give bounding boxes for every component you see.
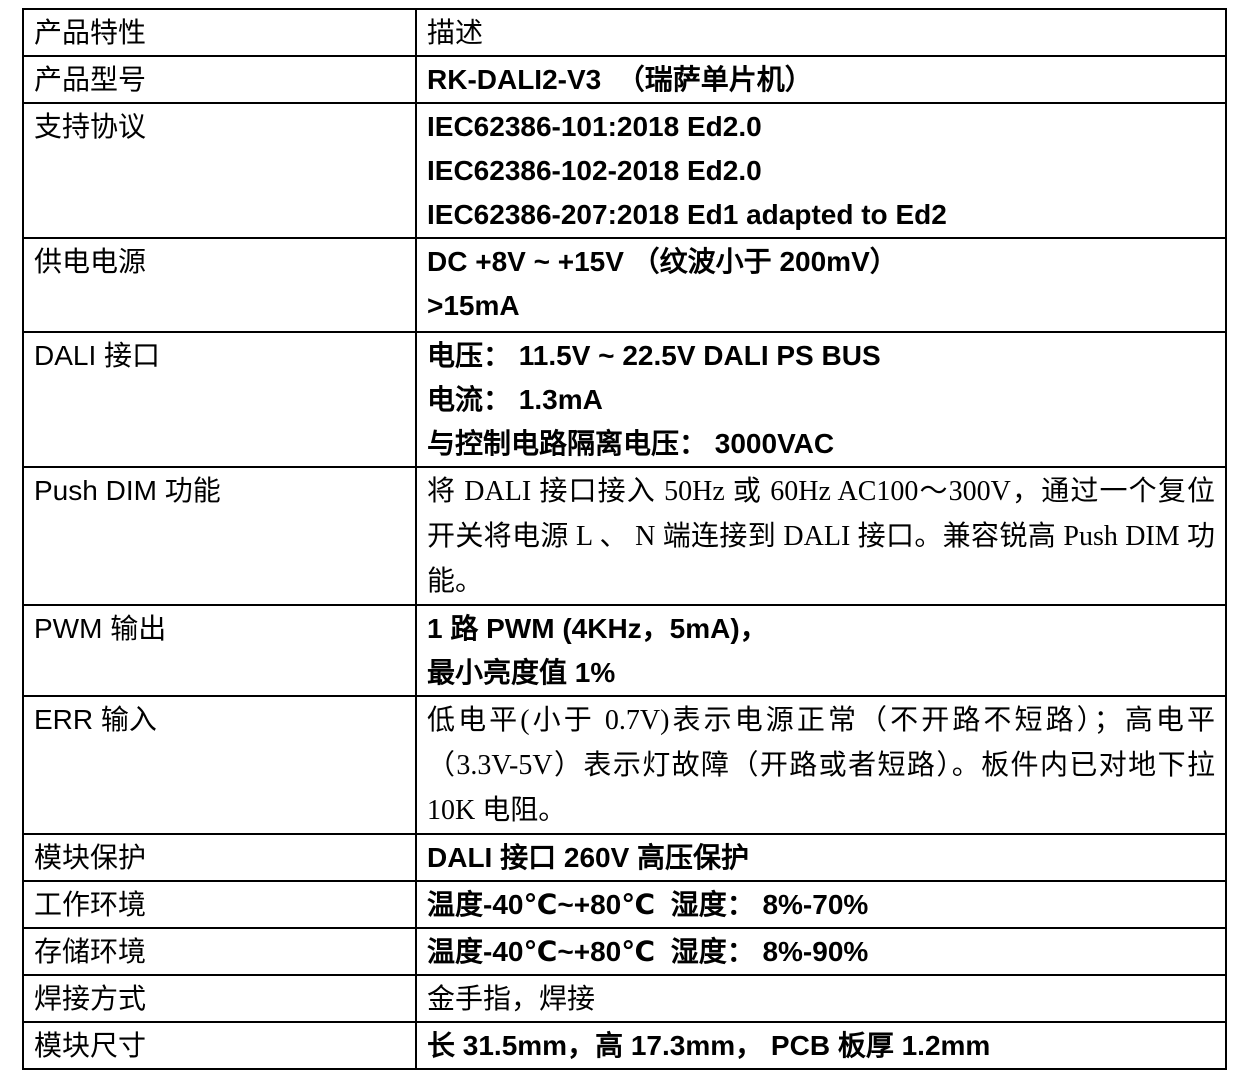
value-line: 最小亮度值 1% <box>427 657 616 688</box>
row-label-dali-interface: DALI 接口 <box>22 331 417 468</box>
row-label-push-dim-function: Push DIM 功能 <box>22 466 417 606</box>
value-line: 与控制电路隔离电压： 3000VAC <box>427 428 835 459</box>
row-label-pwm-output: PWM 输出 <box>22 604 417 697</box>
row-label-soldering-method: 焊接方式 <box>22 974 417 1023</box>
spec-table: 产品特性 描述 产品型号 RK-DALI2-V3 （瑞萨单片机） 支持协议 IE… <box>22 8 1227 1070</box>
table-row-module-dimensions: 模块尺寸 长 31.5mm，高 17.3mm， PCB 板厚 1.2mm <box>22 1021 1227 1070</box>
value-line: 电流： 1.3mA <box>427 384 603 415</box>
row-value-module-dimensions: 长 31.5mm，高 17.3mm， PCB 板厚 1.2mm <box>415 1021 1227 1070</box>
table-row-module-protection: 模块保护 DALI 接口 260V 高压保护 <box>22 833 1227 882</box>
row-value-push-dim-function: 将 DALI 接口接入 50Hz 或 60Hz AC100～300V，通过一个复… <box>415 466 1227 606</box>
row-label-power-supply: 供电电源 <box>22 237 417 333</box>
row-label-product-model: 产品型号 <box>22 55 417 104</box>
table-row-storage-environment: 存储环境 温度-40℃~+80℃ 湿度： 8%-90% <box>22 927 1227 976</box>
value-line: IEC62386-207:2018 Ed1 adapted to Ed2 <box>427 199 947 230</box>
value-line: 温度-40℃~+80℃ 湿度： 8%-90% <box>427 936 869 967</box>
table-row-err-input: ERR 输入 低电平(小于 0.7V)表示电源正常（不开路不短路）；高电平（3.… <box>22 695 1227 835</box>
row-value-operating-environment: 温度-40℃~+80℃ 湿度： 8%-70% <box>415 880 1227 929</box>
header-description: 描述 <box>415 8 1227 57</box>
value-line: 长 31.5mm，高 17.3mm， PCB 板厚 1.2mm <box>427 1030 991 1061</box>
table-row-push-dim-function: Push DIM 功能 将 DALI 接口接入 50Hz 或 60Hz AC10… <box>22 466 1227 606</box>
value-line: 电压： 11.5V ~ 22.5V DALI PS BUS <box>427 340 881 371</box>
value-line: IEC62386-102-2018 Ed2.0 <box>427 155 762 186</box>
table-row-soldering-method: 焊接方式 金手指，焊接 <box>22 974 1227 1023</box>
value-line: RK-DALI2-V3 （瑞萨单片机） <box>427 64 813 95</box>
table-row-supported-protocols: 支持协议 IEC62386-101:2018 Ed2.0 IEC62386-10… <box>22 102 1227 239</box>
value-line: 金手指，焊接 <box>427 983 596 1014</box>
value-line: IEC62386-101:2018 Ed2.0 <box>427 111 762 142</box>
table-row-dali-interface: DALI 接口 电压： 11.5V ~ 22.5V DALI PS BUS 电流… <box>22 331 1227 468</box>
row-value-pwm-output: 1 路 PWM (4KHz，5mA)， 最小亮度值 1% <box>415 604 1227 697</box>
row-value-dali-interface: 电压： 11.5V ~ 22.5V DALI PS BUS 电流： 1.3mA … <box>415 331 1227 468</box>
table-row-product-model: 产品型号 RK-DALI2-V3 （瑞萨单片机） <box>22 55 1227 104</box>
header-product-features: 产品特性 <box>22 8 417 57</box>
row-label-storage-environment: 存储环境 <box>22 927 417 976</box>
table-row-operating-environment: 工作环境 温度-40℃~+80℃ 湿度： 8%-70% <box>22 880 1227 929</box>
row-value-module-protection: DALI 接口 260V 高压保护 <box>415 833 1227 882</box>
table-header-row: 产品特性 描述 <box>22 8 1227 57</box>
table-row-pwm-output: PWM 输出 1 路 PWM (4KHz，5mA)， 最小亮度值 1% <box>22 604 1227 697</box>
value-line: DC +8V ~ +15V （纹波小于 200mV） <box>427 246 898 277</box>
row-label-module-dimensions: 模块尺寸 <box>22 1021 417 1070</box>
row-value-product-model: RK-DALI2-V3 （瑞萨单片机） <box>415 55 1227 104</box>
row-label-operating-environment: 工作环境 <box>22 880 417 929</box>
row-value-power-supply: DC +8V ~ +15V （纹波小于 200mV） >15mA <box>415 237 1227 333</box>
value-line: 1 路 PWM (4KHz，5mA)， <box>427 613 768 644</box>
value-line: >15mA <box>427 290 520 321</box>
row-value-err-input: 低电平(小于 0.7V)表示电源正常（不开路不短路）；高电平（3.3V-5V）表… <box>415 695 1227 835</box>
value-line: DALI 接口 260V 高压保护 <box>427 842 750 873</box>
row-label-err-input: ERR 输入 <box>22 695 417 835</box>
row-value-supported-protocols: IEC62386-101:2018 Ed2.0 IEC62386-102-201… <box>415 102 1227 239</box>
row-value-storage-environment: 温度-40℃~+80℃ 湿度： 8%-90% <box>415 927 1227 976</box>
row-label-module-protection: 模块保护 <box>22 833 417 882</box>
value-line: 温度-40℃~+80℃ 湿度： 8%-70% <box>427 889 869 920</box>
table-row-power-supply: 供电电源 DC +8V ~ +15V （纹波小于 200mV） >15mA <box>22 237 1227 333</box>
row-label-supported-protocols: 支持协议 <box>22 102 417 239</box>
row-value-soldering-method: 金手指，焊接 <box>415 974 1227 1023</box>
